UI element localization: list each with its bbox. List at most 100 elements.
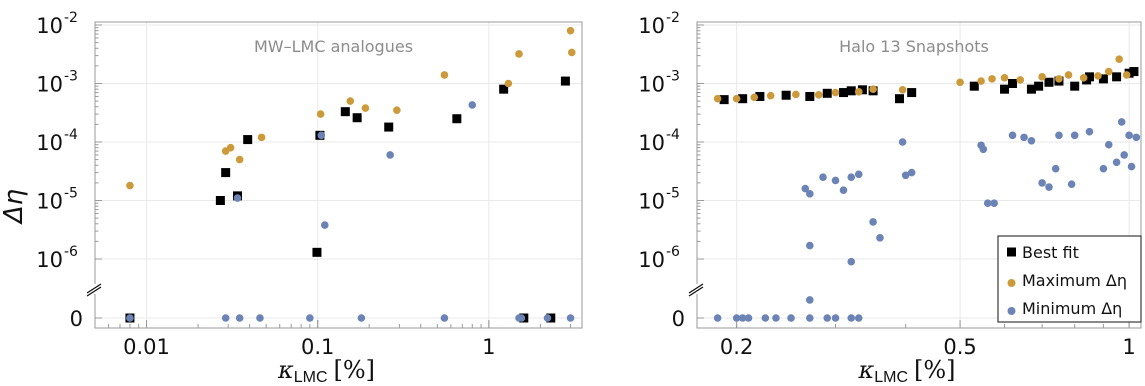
y-tick-exponent: -4 [64, 127, 78, 143]
y-tick-exponent: -2 [666, 10, 680, 26]
y-tick-label: 10 [638, 73, 665, 97]
axis-break [86, 283, 104, 297]
series-minimum- [126, 101, 575, 322]
data-point-square [1070, 81, 1080, 91]
data-point-square [907, 88, 917, 98]
y-tick-label: 10 [36, 14, 63, 38]
data-point-square [969, 81, 979, 91]
data-point-circle [772, 314, 780, 322]
y-ticks [697, 24, 704, 319]
data-point-circle [1117, 118, 1126, 126]
x-axis-label: κLMC [%] [277, 356, 375, 386]
data-point-circle [233, 194, 242, 202]
y-tick-exponent: -5 [666, 186, 680, 202]
data-point-circle [744, 314, 753, 322]
x-axis-label-unit: [%] [334, 356, 376, 384]
data-point-circle [876, 234, 884, 242]
data-point-circle [901, 171, 910, 180]
data-point-circle [1125, 131, 1133, 140]
data-point-circle [1122, 71, 1131, 79]
chart-title: MW–LMC analogues [254, 37, 413, 56]
y-tick-label: 10 [36, 73, 63, 97]
data-point-square [719, 95, 729, 105]
y-tick-exponent: -3 [64, 69, 78, 85]
axis-break-mask [688, 284, 706, 294]
data-point-circle [317, 131, 326, 140]
x-ticks: 0.01 0.1 1 [94, 320, 572, 359]
legend: Best fit Maximum Δη Minimum Δη [997, 235, 1142, 323]
y-tick-label: 10 [36, 190, 63, 214]
series-best-fit [719, 67, 1139, 105]
data-point-circle [1070, 131, 1079, 140]
data-point-square [822, 88, 832, 98]
data-point-circle [990, 199, 998, 207]
legend-marker [1007, 307, 1016, 315]
data-point-circle [977, 77, 985, 85]
data-point-square [1026, 84, 1036, 94]
series-maximum- [713, 55, 1131, 103]
y-tick-exponent: -5 [64, 186, 78, 202]
y-tick-label: 0 [70, 307, 83, 331]
data-point-circle [792, 90, 800, 99]
data-point-circle [831, 176, 840, 185]
data-point-square [215, 196, 225, 205]
data-point-circle [1038, 179, 1046, 187]
data-point-circle [983, 199, 992, 207]
data-point-circle [898, 86, 907, 94]
x-axis-label-symbol: κ [857, 356, 874, 384]
axis-break-mark [688, 286, 704, 297]
data-point-circle [898, 138, 907, 146]
legend-marker [1007, 247, 1016, 257]
x-axis-label-subscript: LMC [294, 369, 328, 386]
data-point-circle [1132, 133, 1141, 142]
data-point-circle [738, 314, 747, 322]
data-point-circle [316, 110, 325, 118]
data-point-circle [1000, 74, 1009, 82]
data-point-square [894, 94, 904, 104]
y-tick-exponent: -4 [666, 127, 680, 143]
y-axis-label-text: Δη [0, 189, 29, 225]
data-point-circle [256, 314, 264, 322]
y-tick-exponent: -6 [64, 244, 78, 260]
data-point-square [1098, 74, 1108, 84]
data-point-square [1008, 79, 1018, 88]
plot-frame [94, 21, 583, 329]
legend-box [997, 235, 1142, 323]
data-point-square [384, 122, 394, 132]
legend-label: Best fit [1022, 243, 1079, 262]
data-point-circle [567, 48, 576, 57]
data-point-circle [750, 93, 759, 102]
data-point-circle [393, 106, 401, 114]
data-point-circle [806, 190, 814, 198]
data-point-circle [1055, 131, 1063, 140]
x-axis-label-symbol: κ [277, 356, 294, 384]
data-point-circle [517, 314, 526, 322]
data-point-square [340, 107, 350, 117]
data-point-circle [440, 71, 449, 79]
x-tick-label: 0.5 [943, 335, 976, 359]
data-point-square [499, 84, 509, 94]
y-tick-labels: 10 -210 -310 -410 -510 -60 [36, 10, 83, 331]
legend-label: Maximum Δη [1022, 271, 1127, 290]
data-point-circle [440, 314, 449, 322]
x-tick-label: 0.1 [301, 335, 334, 359]
data-point-circle [221, 314, 230, 322]
data-point-circle [806, 296, 814, 304]
data-point-circle [806, 241, 814, 250]
data-point-circle [357, 314, 366, 322]
data-point-square [1034, 81, 1044, 91]
data-point-circle [1055, 75, 1063, 83]
plot-frame [696, 21, 1142, 329]
data-point-circle [854, 170, 863, 179]
series-minimum- [713, 118, 1141, 322]
axis-break-mask [86, 284, 104, 294]
axis-break-mark [86, 286, 102, 297]
data-point-circle [566, 314, 575, 322]
axis-break-mark [86, 283, 102, 294]
data-point-square [1129, 67, 1139, 77]
data-point-circle [847, 173, 856, 182]
data-point-square [221, 168, 231, 178]
x-tick-label: 1 [482, 335, 495, 359]
data-point-square [312, 247, 322, 257]
